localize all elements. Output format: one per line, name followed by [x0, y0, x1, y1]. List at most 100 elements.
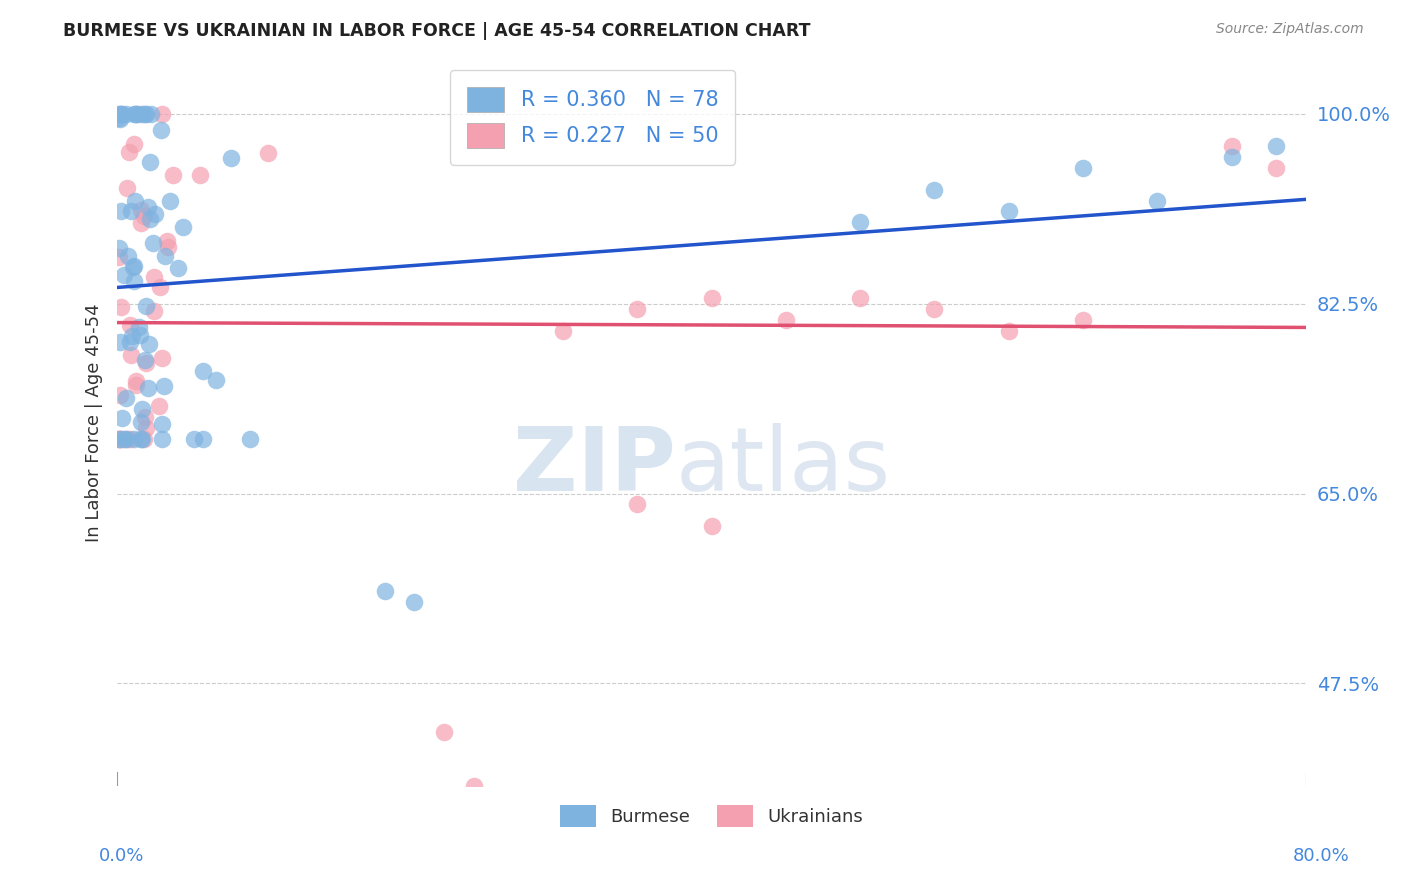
- Point: [108, 107, 131, 121]
- Point: [183, 433, 205, 447]
- Point: [156, 234, 179, 248]
- Point: [159, 194, 181, 209]
- Point: [1146, 194, 1168, 208]
- Point: [110, 204, 132, 219]
- Point: [124, 259, 146, 273]
- Text: BURMESE VS UKRAINIAN IN LABOR FORCE | AGE 45-54 CORRELATION CHART: BURMESE VS UKRAINIAN IN LABOR FORCE | AG…: [63, 22, 811, 40]
- Point: [114, 107, 136, 121]
- Point: [107, 433, 129, 447]
- Point: [125, 107, 148, 121]
- Point: [148, 399, 170, 413]
- Point: [118, 145, 141, 159]
- Point: [134, 107, 156, 121]
- Point: [374, 584, 396, 599]
- Point: [117, 249, 139, 263]
- Point: [1265, 139, 1288, 153]
- Point: [124, 107, 146, 121]
- Point: [129, 203, 152, 218]
- Point: [107, 250, 129, 264]
- Point: [108, 334, 131, 349]
- Point: [849, 291, 872, 305]
- Point: [131, 107, 153, 121]
- Point: [138, 337, 160, 351]
- Point: [108, 388, 131, 402]
- Point: [108, 111, 131, 125]
- Point: [122, 107, 145, 121]
- Point: [150, 107, 173, 121]
- Point: [120, 335, 142, 350]
- Point: [924, 302, 946, 317]
- Point: [139, 154, 162, 169]
- Point: [156, 240, 179, 254]
- Point: [257, 145, 280, 160]
- Point: [150, 417, 173, 432]
- Point: [150, 433, 173, 447]
- Point: [135, 107, 157, 121]
- Point: [120, 348, 142, 362]
- Point: [162, 169, 184, 183]
- Point: [125, 377, 148, 392]
- Point: [128, 107, 150, 121]
- Point: [153, 249, 176, 263]
- Point: [129, 415, 152, 429]
- Point: [117, 433, 139, 447]
- Point: [129, 216, 152, 230]
- Point: [124, 194, 146, 208]
- Point: [150, 351, 173, 366]
- Point: [700, 291, 723, 305]
- Point: [172, 220, 194, 235]
- Point: [404, 595, 426, 609]
- Point: [107, 433, 129, 447]
- Point: [149, 280, 172, 294]
- Point: [107, 107, 129, 121]
- Point: [115, 391, 138, 405]
- Point: [111, 411, 134, 425]
- Point: [121, 328, 143, 343]
- Point: [135, 421, 157, 435]
- Point: [551, 324, 574, 338]
- Y-axis label: In Labor Force | Age 45-54: In Labor Force | Age 45-54: [86, 304, 103, 542]
- Point: [139, 211, 162, 226]
- Point: [997, 324, 1019, 338]
- Point: [193, 364, 215, 378]
- Point: [150, 123, 173, 137]
- Point: [131, 433, 153, 447]
- Point: [112, 268, 135, 282]
- Point: [110, 112, 132, 126]
- Point: [124, 433, 146, 447]
- Point: [143, 206, 166, 220]
- Point: [221, 151, 243, 165]
- Point: [110, 300, 132, 314]
- Text: ZIP: ZIP: [513, 423, 676, 510]
- Point: [110, 107, 132, 121]
- Point: [110, 433, 132, 447]
- Text: 0.0%: 0.0%: [98, 847, 143, 865]
- Point: [136, 200, 159, 214]
- Point: [626, 302, 648, 317]
- Point: [1071, 313, 1094, 327]
- Point: [122, 274, 145, 288]
- Text: Source: ZipAtlas.com: Source: ZipAtlas.com: [1216, 22, 1364, 37]
- Point: [1071, 161, 1094, 175]
- Point: [433, 725, 456, 739]
- Point: [131, 401, 153, 416]
- Point: [849, 215, 872, 229]
- Point: [700, 519, 723, 533]
- Point: [463, 780, 485, 794]
- Point: [188, 168, 211, 182]
- Point: [122, 136, 145, 151]
- Point: [204, 373, 226, 387]
- Point: [128, 320, 150, 334]
- Point: [112, 433, 135, 447]
- Point: [141, 107, 163, 121]
- Point: [107, 432, 129, 446]
- Point: [135, 299, 157, 313]
- Point: [1220, 150, 1243, 164]
- Point: [997, 204, 1019, 219]
- Point: [166, 261, 188, 276]
- Point: [118, 318, 141, 333]
- Point: [626, 497, 648, 511]
- Point: [111, 107, 134, 121]
- Point: [1265, 161, 1288, 175]
- Point: [125, 374, 148, 388]
